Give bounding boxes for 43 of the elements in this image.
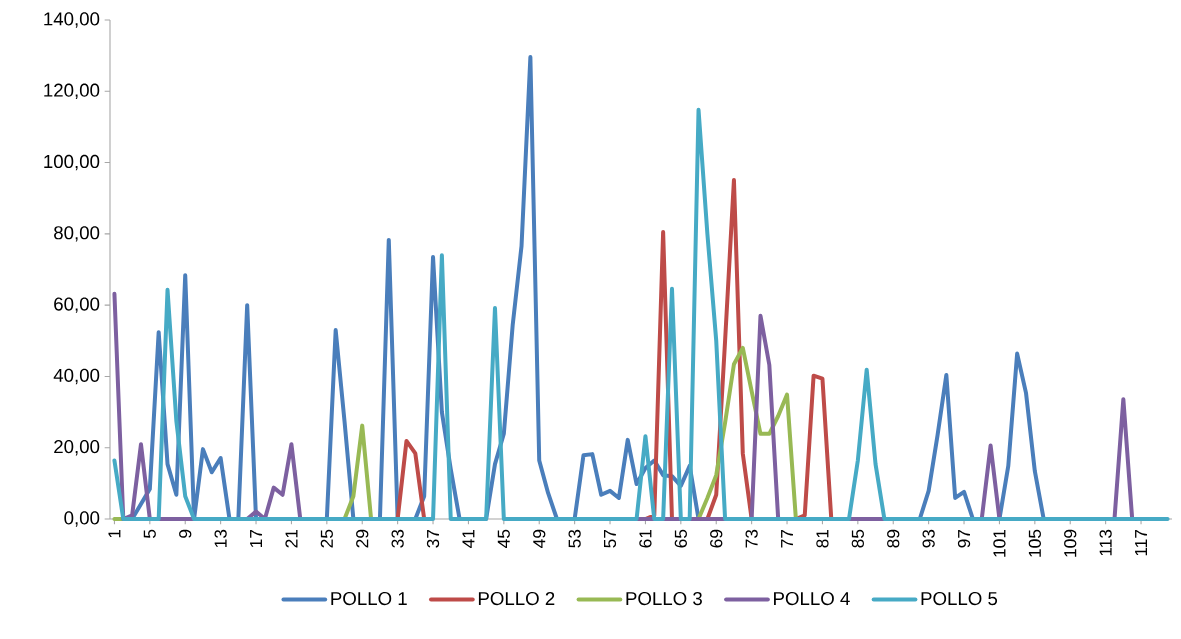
- y-tick-label: 80,00: [54, 226, 100, 242]
- y-tick-label: 140,00: [44, 12, 100, 28]
- x-tick-label: 69: [710, 529, 723, 548]
- x-tick-label: 73: [745, 529, 758, 548]
- y-tick-label: 20,00: [54, 439, 100, 456]
- legend-label: POLLO 4: [774, 591, 850, 606]
- x-tick-label: 97: [957, 529, 971, 548]
- x-tick-label: 93: [922, 529, 935, 548]
- x-tick-label: 113: [1099, 529, 1112, 556]
- x-tick-label: 37: [426, 529, 440, 548]
- x-tick-label: 109: [1064, 529, 1077, 557]
- legend-label: POLLO 5: [921, 591, 998, 606]
- x-tick-label: 33: [391, 529, 404, 548]
- x-tick-label: 77: [781, 529, 793, 548]
- x-tick-label: 21: [285, 529, 298, 548]
- x-tick-label: 65: [674, 529, 687, 548]
- y-tick-label: 100,00: [44, 154, 100, 171]
- legend-label: POLLO 2: [478, 591, 555, 606]
- legend-label: POLLO 3: [626, 591, 702, 606]
- x-tick-label: 45: [497, 529, 510, 548]
- x-tick-label: 49: [533, 529, 546, 548]
- x-tick-label: 9: [179, 529, 192, 538]
- y-tick-label: 120,00: [44, 83, 100, 99]
- x-tick-label: 117: [1135, 529, 1147, 556]
- x-tick-label: 57: [603, 529, 617, 548]
- x-tick-label: 41: [462, 529, 475, 548]
- x-tick-label: 29: [356, 529, 369, 548]
- x-tick-label: 25: [320, 529, 333, 548]
- x-tick-label: 81: [816, 529, 829, 548]
- x-tick-label: 5: [143, 529, 156, 538]
- y-tick-label: 0,00: [64, 511, 100, 527]
- x-tick-label: 101: [993, 529, 1006, 557]
- y-tick-label: 40,00: [53, 368, 100, 385]
- x-tick-label: 13: [214, 529, 227, 548]
- x-tick-label: 61: [639, 529, 652, 548]
- x-tick-label: 1: [108, 529, 121, 538]
- legend-label: POLLO 1: [331, 591, 407, 606]
- x-tick-label: 17: [250, 529, 262, 548]
- x-tick-label: 85: [851, 529, 864, 548]
- x-tick-label: 105: [1028, 529, 1041, 557]
- x-tick-label: 53: [568, 529, 581, 548]
- x-tick-label: 89: [887, 529, 900, 548]
- y-tick-label: 60,00: [54, 297, 100, 313]
